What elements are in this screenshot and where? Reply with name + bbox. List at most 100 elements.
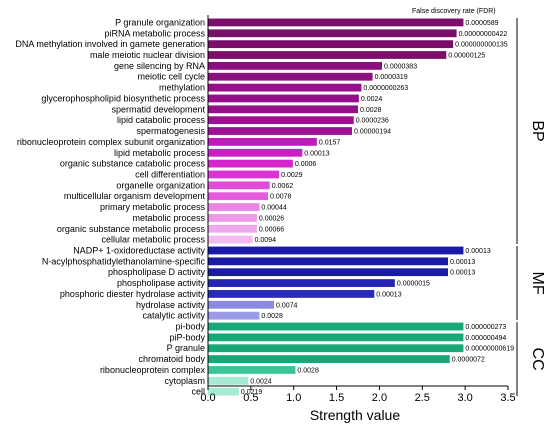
category-label: organic substance catabolic process [60,159,206,169]
category-label: DNA methylation involved in gamete gener… [15,39,205,49]
bar [208,137,317,146]
bar [208,322,464,331]
fdr-value-label: 0.000000273 [465,324,506,331]
fdr-value-label: 0.00000000619 [465,346,514,353]
category-label: spermatogenesis [136,126,205,136]
bar [208,268,448,277]
bar [208,333,464,342]
category-label: chromatoid body [138,354,205,364]
group-label: CC [529,348,546,371]
x-tick-label: 0.0 [200,392,215,404]
category-label: piP-body [169,332,205,342]
bar [208,29,457,38]
fdr-value-label: 0.0000015 [397,281,430,288]
bar [208,257,448,266]
bar [208,148,303,157]
fdr-value-label: 0.000000494 [465,335,506,342]
category-label: primary metabolic process [100,202,206,212]
bar [208,192,268,201]
fdr-value-label: 0.00044 [261,205,286,212]
fdr-value-label: 0.0074 [276,302,298,309]
bar [208,40,454,49]
category-label: glycerophospholipid biosynthetic process [41,93,205,103]
x-tick-label: 1.5 [329,392,344,404]
fdr-value-label: 0.00000194 [354,129,391,136]
fdr-value-label: 0.0029 [281,172,303,179]
fdr-value-label: 0.0000000263 [363,85,408,92]
fdr-value-label: 0.0028 [261,313,283,320]
category-label: organelle organization [116,180,205,190]
bar [208,387,239,396]
bar [208,311,260,320]
bar [208,355,450,363]
category-label: gene silencing by RNA [114,61,205,71]
fdr-value-label: 0.0000589 [465,20,498,27]
bar [208,61,382,70]
bar [208,203,260,211]
fdr-value-label: 0.00000125 [448,53,485,60]
category-label: organic substance metabolic process [57,224,206,234]
fdr-value-label: 0.0024 [250,378,272,385]
fdr-value-label: 0.00013 [450,270,475,277]
category-label: N-acylphosphatidylethanolamine-specific [42,256,206,266]
group-label: BP [529,120,546,141]
fdr-value-label: 0.00013 [465,248,490,255]
fdr-value-label: 0.0157 [319,139,341,146]
fdr-value-label: 0.0028 [360,107,382,114]
category-label: meiotic cell cycle [137,72,205,82]
bar [208,51,447,59]
category-label: phospholipase D activity [108,267,206,277]
category-label: ribonucleoprotein complex subunit organi… [17,137,205,147]
fdr-value-label: 0.0000383 [384,63,417,70]
bar [208,127,352,135]
category-label: spermatid development [111,104,205,114]
bar [208,344,464,353]
category-label: lipid catabolic process [117,115,206,125]
x-axis-title: Strength value [310,407,400,423]
bar [208,181,270,190]
category-label: lipid metabolic process [114,148,206,158]
fdr-value-label: 0.00066 [259,226,284,233]
x-tick-label: 3.0 [457,392,472,404]
bar [208,105,358,114]
category-label: P granule organization [115,17,205,27]
bar [208,83,362,92]
category-label: catalytic activity [142,311,205,321]
bars-layer: P granule organization 0.0000589 piRNA met… [15,17,546,396]
bar [208,366,296,374]
x-tick-label: 3.5 [500,392,515,404]
fdr-value-label: 0.000000000135 [455,42,508,49]
fdr-value-label: 0.0062 [272,183,294,190]
category-label: cell [191,387,205,397]
x-tick-label: 2.5 [415,392,430,404]
fdr-value-label: 0.00000000422 [459,31,508,38]
category-label: pi-body [175,322,205,332]
fdr-value-label: 0.0028 [297,367,319,374]
bar [208,246,464,255]
x-tick-label: 0.5 [243,392,258,404]
bar [208,116,354,125]
bar [208,159,293,168]
category-label: male meiotic nuclear division [90,50,205,60]
bar [208,235,253,244]
category-label: P granule [167,343,205,353]
category-label: piRNA metabolic process [104,28,205,38]
fdr-value-label: 0.0024 [361,96,383,103]
category-label: cytoplasm [164,376,205,386]
category-label: cellular metabolic process [101,235,205,245]
bar [208,94,359,103]
fdr-legend-title: False discovery rate (FDR) [412,8,496,15]
fdr-value-label: 0.0000319 [375,74,408,81]
category-label: hydrolase activity [136,300,206,310]
group-label: MF [529,272,546,295]
bar [208,376,249,385]
bar [208,170,280,179]
bar [208,290,375,298]
bar [208,214,257,222]
x-axis: 0.0 0.5 1.0 1.5 2.0 2.5 3.0 3.5 [200,15,516,404]
bar [208,300,274,309]
category-label: phospholipase activity [117,278,206,288]
fdr-value-label: 0.00026 [259,215,284,222]
fdr-value-label: 0.0219 [241,389,263,396]
